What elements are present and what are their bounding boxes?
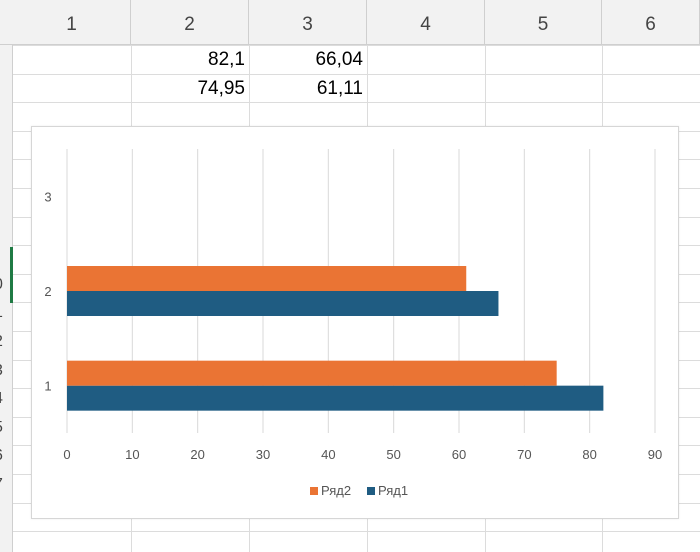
x-tick-label: 70 xyxy=(517,447,531,462)
x-tick-label: 90 xyxy=(648,447,662,462)
cell-r2-c2[interactable]: 74,95 xyxy=(197,77,245,99)
x-tick-label: 40 xyxy=(321,447,335,462)
row-header-3[interactable]: 3 xyxy=(0,362,12,380)
bar-Ряд1-2 xyxy=(67,291,499,316)
cell-r1-c3[interactable]: 66,04 xyxy=(315,49,363,70)
cell-r2-c3[interactable]: 61,11 xyxy=(316,77,363,99)
bar-Ряд2-2 xyxy=(67,266,467,291)
x-tick-label: 50 xyxy=(386,447,400,462)
column-header-4[interactable]: 4 xyxy=(367,0,485,45)
column-header-3[interactable]: 3 xyxy=(249,0,367,45)
bar-Ряд2-1 xyxy=(67,360,557,386)
x-tick-label: 10 xyxy=(125,447,139,462)
column-header-1[interactable]: 1 xyxy=(13,0,131,45)
y-tick-label: 2 xyxy=(44,284,51,299)
y-tick-label: 3 xyxy=(44,189,51,204)
row-gridline xyxy=(13,73,700,75)
y-tick-label: 1 xyxy=(44,379,51,394)
x-tick-label: 0 xyxy=(63,447,70,462)
column-header-2[interactable]: 2 xyxy=(131,0,249,45)
legend-swatch-Ряд2 xyxy=(310,487,318,495)
x-tick-label: 20 xyxy=(190,447,204,462)
row-header-6[interactable]: 6 xyxy=(0,447,12,465)
x-tick-label: 60 xyxy=(452,447,466,462)
legend-label-Ряд1: Ряд1 xyxy=(378,483,408,498)
row-gridline xyxy=(13,531,700,533)
row-gridline xyxy=(13,102,700,104)
legend-swatch-Ряд1 xyxy=(367,487,375,495)
legend-label-Ряд2: Ряд2 xyxy=(321,483,351,498)
row-header-4[interactable]: 4 xyxy=(0,390,12,408)
x-tick-label: 30 xyxy=(256,447,270,462)
cell-r1-c2[interactable]: 82,1 xyxy=(208,49,245,70)
x-tick-label: 80 xyxy=(582,447,596,462)
bar-chart[interactable]: 0 10 20 30 40 50 60 70 80 90 1 2 3 Ряд2 Ряд1 xyxy=(31,126,679,519)
row-header-0[interactable]: 0 xyxy=(0,276,12,294)
chart-canvas: 0 10 20 30 40 50 60 70 80 90 1 2 3 Ряд2 Ряд1 xyxy=(44,149,662,498)
row-gridline xyxy=(13,45,700,46)
selected-row-marker xyxy=(10,247,13,303)
row-header-2[interactable]: 2 xyxy=(0,333,12,351)
row-header-5[interactable]: 5 xyxy=(0,419,12,437)
bar-Ряд1-1 xyxy=(67,385,604,411)
column-header-5[interactable]: 5 xyxy=(485,0,602,45)
row-header-1[interactable]: 1 xyxy=(0,304,12,322)
row-header-7[interactable]: 7 xyxy=(0,476,12,494)
column-header-6[interactable]: 6 xyxy=(602,0,700,45)
